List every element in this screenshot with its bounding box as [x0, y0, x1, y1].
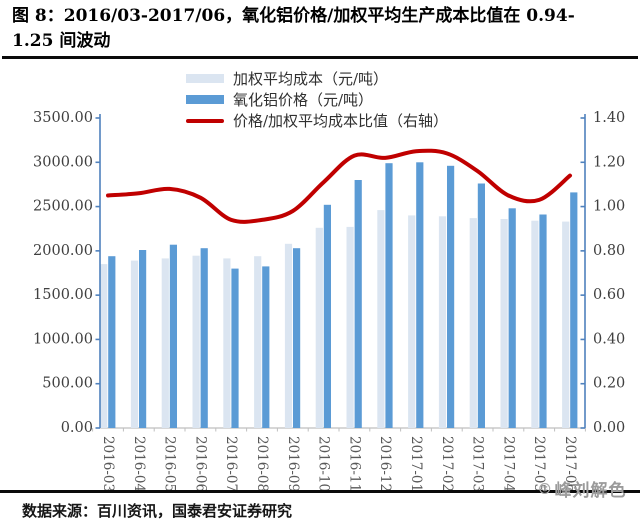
legend-label-price: 氧化铝价格（元/吨）	[233, 91, 374, 109]
y-axis-left-label: 3000.00	[33, 154, 93, 170]
y-axis-right-label: 0.00	[593, 420, 625, 436]
x-axis-label: 2017-03	[470, 436, 486, 492]
price-bar	[139, 250, 147, 428]
y-axis-right-label: 1.00	[593, 199, 625, 215]
legend-label-cost: 加权平均成本（元/吨）	[233, 70, 389, 88]
watermark: ☺ 峰刘解色	[538, 476, 627, 502]
price-bar	[539, 214, 547, 428]
price-bar	[169, 244, 177, 428]
price-bar	[508, 208, 516, 428]
x-axis-label: 2016-09	[285, 436, 301, 492]
cost-bar	[315, 227, 323, 428]
price-bar	[447, 165, 455, 429]
x-axis-label: 2016-11	[346, 436, 362, 492]
x-axis-label: 2016-10	[316, 436, 332, 492]
cost-bar	[438, 216, 447, 428]
y-axis-right-label: 1.20	[593, 154, 625, 170]
y-axis-left-label: 1000.00	[33, 331, 93, 347]
y-axis-right-label: 1.40	[593, 110, 625, 126]
x-axis-label: 2017-04	[500, 436, 516, 492]
cost-bar	[284, 243, 293, 428]
y-axis-right-label: 0.60	[593, 287, 625, 303]
smiley-watermark-icon: ☺	[538, 479, 553, 498]
x-axis-label: 2017-02	[439, 436, 455, 492]
x-axis-label: 2017-06	[562, 436, 578, 492]
y-axis-right-label: 0.40	[593, 331, 625, 347]
chart-legend: 加权平均成本（元/吨） 氧化铝价格（元/吨） 价格/加权平均成本比值（右轴）	[186, 68, 448, 131]
x-axis-label: 2016-06	[192, 436, 208, 492]
cost-bar	[254, 256, 262, 428]
y-axis-left-label: 0.00	[61, 420, 93, 436]
figure-title-line1: 图 8：2016/03-2017/06，氧化铝价格/加权平均生产成本比值在 0.…	[12, 6, 575, 26]
price-bar	[231, 268, 239, 428]
watermark-text: 峰刘解色	[554, 481, 627, 501]
price-bar	[200, 248, 208, 428]
price-bar	[323, 204, 331, 428]
bottom-divider-rule	[0, 490, 640, 493]
figure-title-line2: 1.25 间波动	[12, 31, 111, 51]
legend-item-price: 氧化铝价格（元/吨）	[186, 89, 448, 110]
y-axis-right-label: 0.20	[593, 376, 625, 392]
cost-bar	[408, 215, 416, 428]
cost-bar	[562, 221, 570, 428]
cost-bar	[192, 255, 200, 428]
x-axis-label: 2016-08	[254, 436, 270, 492]
cost-swatch-icon	[186, 74, 224, 83]
x-axis-label: 2016-04	[131, 436, 147, 492]
ratio-line	[106, 148, 572, 224]
cost-bar	[100, 264, 108, 428]
price-bar	[477, 183, 485, 428]
price-bar	[416, 162, 424, 429]
y-axis-left-label: 1500.00	[33, 287, 93, 303]
price-bar	[262, 266, 270, 428]
legend-item-ratio: 价格/加权平均成本比值（右轴）	[186, 110, 448, 131]
price-bar	[385, 163, 393, 428]
cost-bar	[377, 210, 385, 428]
y-axis-left-label: 2000.00	[33, 243, 93, 259]
price-bar	[108, 256, 116, 428]
cost-bar	[531, 220, 539, 428]
x-axis-label: 2016-12	[377, 436, 393, 492]
y-axis-left-label: 3500.00	[33, 110, 93, 126]
cost-bar	[500, 219, 508, 428]
price-bar	[293, 248, 301, 428]
cost-bar	[130, 260, 139, 428]
x-axis-label: 2016-05	[162, 436, 178, 492]
cost-bar	[223, 258, 231, 428]
price-bar	[354, 180, 362, 428]
legend-item-cost: 加权平均成本（元/吨）	[186, 68, 448, 89]
y-axis-right-label: 0.80	[593, 243, 625, 259]
title-divider-rule	[2, 56, 638, 59]
x-axis-label: 2017-05	[531, 436, 547, 492]
price-swatch-icon	[186, 95, 224, 104]
data-source-note: 数据来源：百川资讯，国泰君安证券研究	[22, 502, 293, 520]
y-axis-left-label: 2500.00	[33, 199, 93, 215]
x-axis-label: 2016-07	[223, 436, 239, 492]
figure-title: 图 8：2016/03-2017/06，氧化铝价格/加权平均生产成本比值在 0.…	[12, 4, 632, 54]
legend-label-ratio: 价格/加权平均成本比值（右轴）	[233, 112, 449, 130]
y-axis-left-label: 500.00	[42, 376, 93, 392]
x-axis-label: 2016-03	[100, 436, 116, 492]
cost-bar	[346, 226, 354, 428]
cost-bar	[469, 218, 477, 428]
price-bar	[570, 192, 578, 428]
cost-bar	[161, 258, 169, 428]
ratio-line-swatch-icon	[186, 118, 224, 123]
x-axis-label: 2017-01	[408, 436, 424, 492]
